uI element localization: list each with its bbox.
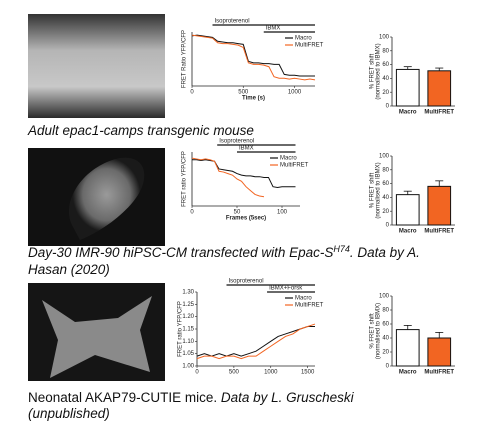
y-tick-label: 80 bbox=[382, 308, 389, 314]
x-tick-label: 1500 bbox=[301, 370, 315, 376]
annotation: Isoproterenol bbox=[215, 19, 250, 25]
bar bbox=[395, 329, 420, 367]
caption: Hasan (2020) bbox=[28, 262, 110, 277]
y-tick-label: 1.20 bbox=[182, 314, 194, 320]
cell bbox=[68, 157, 145, 240]
caption: Day-30 IMR-90 hiPSC-CM transfected with … bbox=[28, 244, 420, 260]
caption-text: . Data by A. bbox=[350, 245, 420, 260]
x-tick-label: 500 bbox=[238, 90, 249, 96]
y-tick-label: 0 bbox=[386, 364, 390, 370]
y-tick-label: 1.30 bbox=[182, 290, 194, 296]
y-tick-label: 60 bbox=[382, 62, 389, 68]
y-axis-label: FRET ratio YFP/CFP bbox=[182, 151, 188, 207]
y-tick-label: 40 bbox=[382, 336, 389, 342]
x-tick-label: MultiFRET bbox=[424, 229, 454, 235]
y-tick-label: 60 bbox=[382, 322, 389, 328]
y-axis-label: (normalised to IBMX) bbox=[376, 43, 382, 99]
x-tick-label: 0 bbox=[190, 210, 194, 216]
x-tick-label: MultiFRET bbox=[424, 110, 454, 116]
cell bbox=[42, 296, 152, 378]
y-tick-label: 1.05 bbox=[182, 351, 194, 357]
bar bbox=[427, 337, 452, 367]
bar bbox=[427, 185, 452, 226]
y-tick-label: 80 bbox=[382, 48, 389, 54]
y-tick-label: 0 bbox=[386, 223, 390, 229]
annotation: Isoproterenol bbox=[219, 139, 254, 145]
y-axis-label: (normalised to IBMX) bbox=[376, 162, 382, 218]
series-line bbox=[196, 326, 315, 357]
caption-text: Adult epac1-camps transgenic mouse bbox=[27, 123, 254, 138]
bar bbox=[395, 194, 420, 226]
x-tick-label: 100 bbox=[277, 210, 288, 216]
y-tick-label: 100 bbox=[379, 294, 390, 300]
y-axis-label: % FRET shift bbox=[370, 173, 376, 209]
y-axis-label: % FRET shift bbox=[370, 313, 376, 349]
micrograph bbox=[28, 14, 165, 118]
legend-label: MultiFRET bbox=[280, 163, 309, 169]
y-tick-label: 1.10 bbox=[182, 339, 194, 345]
series-line bbox=[196, 323, 316, 360]
x-tick-label: 1000 bbox=[264, 370, 278, 376]
x-tick-label: 500 bbox=[229, 370, 240, 376]
series-line bbox=[191, 34, 316, 81]
y-tick-label: 1.15 bbox=[182, 327, 194, 333]
caption-text: Data by L. Gruscheski bbox=[221, 390, 355, 405]
y-tick-label: 0 bbox=[386, 104, 390, 110]
caption-text: (unpublished) bbox=[28, 406, 110, 421]
x-tick-label: 50 bbox=[234, 210, 241, 216]
caption-text: Day-30 IMR-90 hiPSC-CM transfected with … bbox=[28, 245, 333, 260]
series-line bbox=[192, 159, 296, 188]
y-tick-label: 1.00 bbox=[182, 364, 194, 370]
caption: (unpublished) bbox=[28, 406, 110, 421]
caption: Adult epac1-camps transgenic mouse bbox=[27, 123, 254, 138]
y-axis-label: (normalised to IBMX) bbox=[376, 303, 382, 359]
y-tick-label: 1.25 bbox=[182, 302, 194, 308]
series-line bbox=[191, 34, 315, 77]
caption-text: Neonatal AKAP79-CUTIE mice. bbox=[28, 390, 221, 405]
y-tick-label: 80 bbox=[382, 167, 389, 173]
x-tick-label: 1000 bbox=[288, 90, 302, 96]
x-axis-label: Frames (5sec) bbox=[226, 216, 266, 222]
y-tick-label: 100 bbox=[379, 154, 390, 160]
x-tick-label: 0 bbox=[190, 90, 194, 96]
x-tick-label: 0 bbox=[195, 370, 199, 376]
legend-label: Macro bbox=[295, 296, 312, 302]
x-tick-label: Macro bbox=[399, 229, 417, 235]
caption: Neonatal AKAP79-CUTIE mice. Data by L. G… bbox=[28, 390, 355, 405]
legend-label: MultiFRET bbox=[295, 303, 324, 309]
annotation: IBMX+Forsk bbox=[269, 286, 303, 292]
series-line bbox=[191, 157, 265, 198]
y-tick-label: 40 bbox=[382, 195, 389, 201]
superscript: H74 bbox=[333, 244, 350, 254]
y-axis-label: FRET ratio YFP/CFP bbox=[178, 301, 184, 357]
caption-text: Hasan (2020) bbox=[28, 262, 110, 277]
x-tick-label: Macro bbox=[399, 370, 417, 376]
y-tick-label: 60 bbox=[382, 181, 389, 187]
legend-label: Macro bbox=[280, 156, 297, 162]
annotation: IBMX bbox=[239, 146, 254, 152]
y-axis-label: % FRET shift bbox=[370, 54, 376, 90]
x-tick-label: MultiFRET bbox=[424, 370, 454, 376]
legend-label: MultiFRET bbox=[295, 43, 324, 49]
y-axis-label: FRET Ratio YFP/CFP bbox=[182, 30, 188, 88]
y-tick-label: 20 bbox=[382, 350, 389, 356]
y-tick-label: 100 bbox=[379, 35, 390, 41]
x-axis-label: Time (s) bbox=[242, 96, 265, 102]
y-tick-label: 20 bbox=[382, 90, 389, 96]
annotation: IBMX bbox=[266, 26, 281, 32]
bar bbox=[427, 70, 452, 107]
y-tick-label: 40 bbox=[382, 76, 389, 82]
x-tick-label: Macro bbox=[399, 110, 417, 116]
legend-label: Macro bbox=[295, 36, 312, 42]
bar bbox=[395, 68, 420, 107]
y-tick-label: 20 bbox=[382, 209, 389, 215]
annotation: Isoproterenol bbox=[229, 279, 264, 285]
